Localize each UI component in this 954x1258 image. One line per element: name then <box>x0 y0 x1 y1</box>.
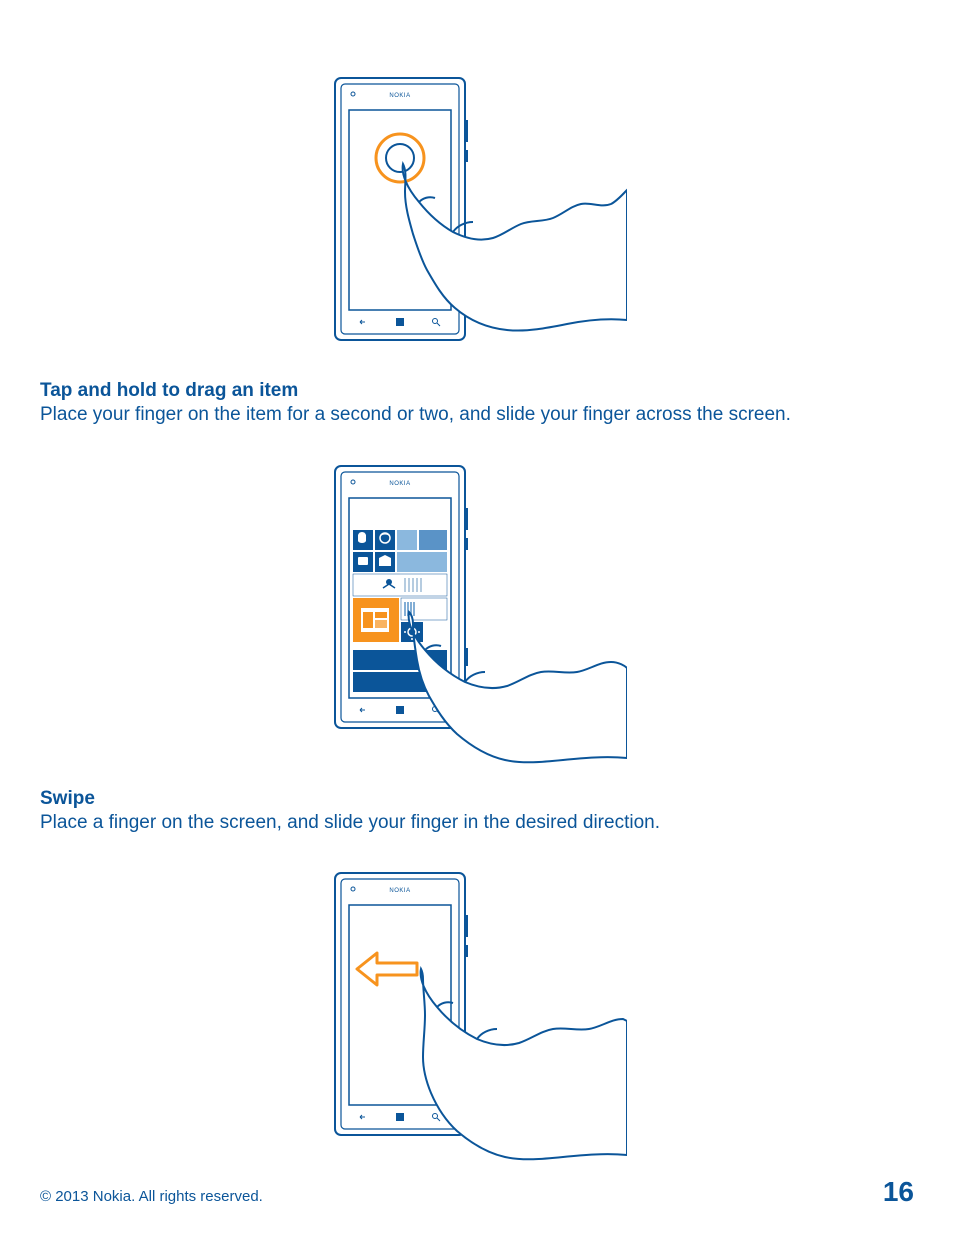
page-footer: © 2013 Nokia. All rights reserved. 16 <box>40 1176 914 1208</box>
phone-brand-label: NOKIA <box>389 93 410 99</box>
hand-illustration <box>403 164 627 331</box>
windows-icon <box>396 1113 404 1121</box>
hand-illustration <box>409 612 627 762</box>
back-arrow-icon <box>360 320 365 324</box>
phone-brand-label: NOKIA <box>389 481 410 487</box>
swipe-arrow-icon <box>357 953 417 985</box>
page-number: 16 <box>883 1176 914 1208</box>
phone-brand-label: NOKIA <box>389 888 410 894</box>
copyright-text: © 2013 Nokia. All rights reserved. <box>40 1188 263 1205</box>
search-icon <box>433 1114 441 1122</box>
windows-icon <box>396 318 404 326</box>
illustration-drag: NOKIA <box>40 458 914 768</box>
phone-swipe-diagram: NOKIA <box>327 865 627 1165</box>
illustration-tap-hold: NOKIA <box>40 70 914 360</box>
section-heading-swipe: Swipe <box>40 788 914 810</box>
back-arrow-icon <box>360 1115 365 1119</box>
phone-tap-diagram: NOKIA <box>327 70 627 360</box>
phone-tile-icon <box>358 532 366 543</box>
windows-icon <box>396 706 404 714</box>
section-heading-drag: Tap and hold to drag an item <box>40 380 914 402</box>
phone-drag-diagram: NOKIA <box>327 458 627 768</box>
illustration-swipe: NOKIA <box>40 865 914 1165</box>
section-body-swipe: Place a finger on the screen, and slide … <box>40 810 914 836</box>
page-content: NOKIA Tap <box>40 70 914 1165</box>
back-arrow-icon <box>360 708 365 712</box>
section-body-drag: Place your finger on the item for a seco… <box>40 402 914 428</box>
search-icon <box>433 319 441 327</box>
